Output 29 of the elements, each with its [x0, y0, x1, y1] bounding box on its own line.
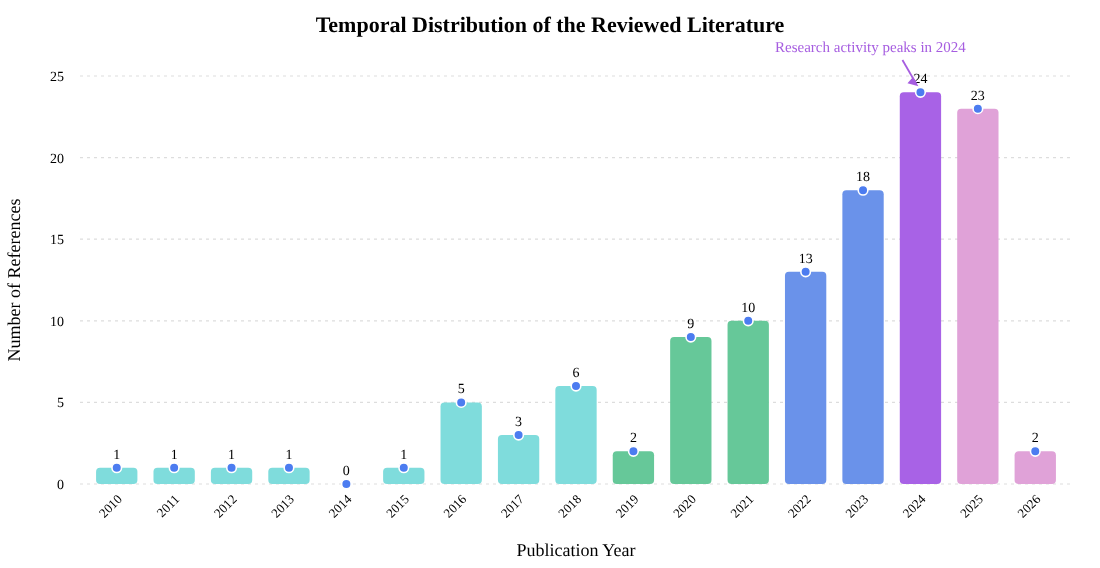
point	[972, 103, 984, 115]
point	[1029, 445, 1041, 457]
point	[800, 266, 812, 278]
bar	[612, 451, 655, 484]
bar	[96, 467, 138, 484]
bar	[1014, 451, 1056, 484]
point	[283, 462, 295, 474]
y-axis-title: Number of References	[4, 197, 24, 362]
bar	[784, 271, 827, 484]
bar	[727, 320, 769, 484]
point	[168, 462, 180, 474]
point	[742, 315, 754, 327]
bar	[842, 190, 884, 484]
bar	[268, 467, 310, 484]
chart-title: Temporal Distribution of the Reviewed Literature	[315, 14, 785, 38]
point	[398, 462, 410, 474]
bar	[670, 337, 712, 484]
point	[627, 445, 640, 457]
bar	[957, 108, 999, 484]
x-axis-title: Publication Year	[516, 540, 636, 560]
bar	[899, 92, 942, 484]
bar	[153, 467, 195, 484]
point	[111, 462, 123, 474]
point	[455, 396, 467, 408]
bar	[555, 386, 597, 484]
bar	[497, 435, 540, 484]
bar	[383, 467, 425, 484]
point	[225, 462, 238, 474]
bar	[440, 402, 482, 484]
